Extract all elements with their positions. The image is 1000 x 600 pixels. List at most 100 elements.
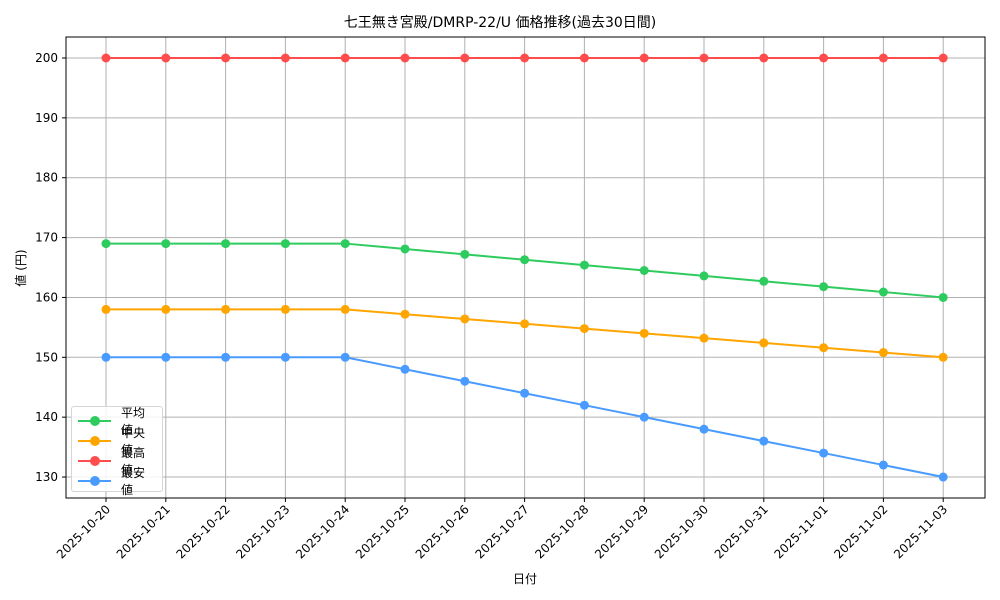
data-point — [699, 424, 709, 434]
data-point — [938, 472, 948, 482]
data-point — [400, 364, 410, 374]
x-tick-label: 2025-11-03 — [891, 502, 950, 561]
legend-label: 最安値 — [121, 466, 146, 497]
data-series — [101, 53, 948, 482]
y-tick-label: 180 — [35, 171, 58, 185]
data-point — [579, 324, 589, 334]
y-axis-label: 値 (円) — [13, 249, 28, 286]
series-平均値 — [101, 239, 948, 302]
data-point — [759, 276, 769, 286]
data-point — [520, 255, 530, 265]
y-axis: 130 140 150 160 170 180 190 200 — [35, 51, 66, 484]
y-tick-label: 200 — [35, 51, 58, 65]
data-point — [400, 53, 410, 63]
grid-lines — [66, 37, 985, 498]
data-point — [938, 53, 948, 63]
data-point — [280, 352, 290, 362]
data-point — [101, 304, 111, 314]
data-point — [520, 319, 530, 329]
legend-marker-icon — [78, 415, 112, 427]
series-中央値 — [101, 304, 948, 362]
data-point — [520, 388, 530, 398]
chart-title: 七王無き宮殿/DMRP-22/U 価格推移(過去30日間) — [343, 15, 657, 31]
data-point — [340, 239, 350, 249]
x-tick-label: 2025-11-02 — [831, 502, 890, 561]
plot-frame — [65, 36, 986, 499]
data-point — [460, 314, 470, 324]
data-point — [400, 244, 410, 254]
data-point — [221, 53, 231, 63]
data-point — [280, 53, 290, 63]
legend-item: 最高値 — [78, 446, 156, 477]
data-point — [639, 266, 649, 276]
data-point — [400, 309, 410, 319]
data-point — [938, 352, 948, 362]
x-tick-label: 2025-10-24 — [293, 502, 352, 561]
data-point — [579, 400, 589, 410]
data-point — [819, 53, 829, 63]
data-point — [161, 304, 171, 314]
data-point — [639, 328, 649, 338]
data-point — [699, 271, 709, 281]
data-point — [460, 249, 470, 259]
data-point — [101, 239, 111, 249]
data-point — [101, 53, 111, 63]
x-tick-label: 2025-10-21 — [114, 502, 173, 561]
data-point — [759, 436, 769, 446]
data-point — [759, 53, 769, 63]
data-point — [819, 282, 829, 292]
legend-marker-icon — [78, 435, 112, 447]
data-point — [878, 287, 888, 297]
y-tick-label: 130 — [35, 470, 58, 484]
legend-item: 平均値 — [78, 406, 156, 437]
data-point — [819, 448, 829, 458]
data-point — [878, 348, 888, 358]
legend-marker-icon — [78, 475, 112, 487]
x-tick-label: 2025-10-22 — [174, 502, 233, 561]
data-point — [221, 304, 231, 314]
data-point — [221, 352, 231, 362]
x-tick-label: 2025-10-27 — [473, 502, 532, 561]
data-point — [878, 460, 888, 470]
y-tick-label: 140 — [35, 410, 58, 424]
data-point — [280, 239, 290, 249]
data-point — [221, 239, 231, 249]
data-point — [878, 53, 888, 63]
legend-item: 中央値 — [78, 426, 156, 457]
x-tick-label: 2025-10-28 — [532, 502, 591, 561]
legend: 平均値 中央値 最高値 最安値 — [71, 406, 163, 497]
x-axis: 2025-10-20 2025-10-21 2025-10-22 2025-10-23… — [54, 498, 950, 561]
data-point — [161, 352, 171, 362]
data-point — [460, 53, 470, 63]
data-point — [639, 412, 649, 422]
legend-label: 最高値 — [121, 446, 146, 477]
data-point — [639, 53, 649, 63]
y-tick-label: 160 — [35, 290, 58, 304]
data-point — [340, 304, 350, 314]
y-tick-label: 170 — [35, 231, 58, 245]
x-axis-label: 日付 — [513, 572, 537, 586]
y-tick-label: 190 — [35, 111, 58, 125]
legend-item: 最安値 — [78, 466, 156, 497]
data-point — [161, 53, 171, 63]
data-point — [161, 239, 171, 249]
data-point — [460, 376, 470, 386]
data-point — [699, 333, 709, 343]
data-point — [340, 53, 350, 63]
x-tick-label: 2025-10-31 — [712, 502, 771, 561]
data-point — [938, 292, 948, 302]
x-tick-label: 2025-10-30 — [652, 502, 711, 561]
y-tick-label: 150 — [35, 350, 58, 364]
x-tick-label: 2025-10-26 — [413, 502, 472, 561]
data-point — [101, 352, 111, 362]
data-point — [340, 352, 350, 362]
data-point — [579, 53, 589, 63]
data-point — [759, 338, 769, 348]
legend-label: 中央値 — [121, 426, 146, 457]
x-tick-label: 2025-10-29 — [592, 502, 651, 561]
legend-label: 平均値 — [121, 406, 146, 437]
data-point — [819, 343, 829, 353]
x-tick-label: 2025-11-01 — [772, 502, 831, 561]
data-point — [520, 53, 530, 63]
